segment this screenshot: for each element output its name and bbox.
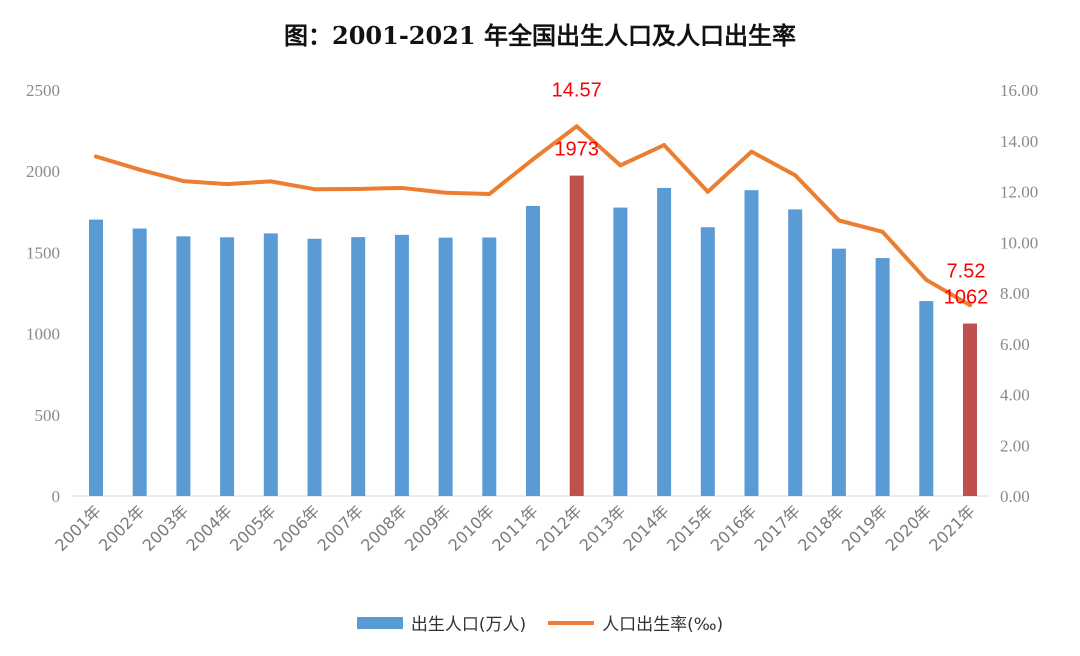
bar [788, 209, 803, 496]
line-point [487, 192, 492, 197]
x-tick: 2013年 [576, 501, 630, 555]
x-tick: 2007年 [313, 501, 367, 555]
data-label: 14.57 [552, 79, 602, 101]
line-point [574, 124, 579, 129]
line-point [705, 189, 710, 194]
data-label: 1973 [554, 139, 599, 161]
y-left-tick: 1500 [26, 243, 60, 262]
x-tick: 2003年 [139, 501, 193, 555]
x-tick: 2001年 [51, 501, 105, 555]
legend-item-birth-rate[interactable]: 人口出生率(‰) [548, 610, 723, 635]
y-right-tick: 16.00 [1000, 81, 1038, 100]
y-right-tick: 0.00 [1000, 487, 1030, 506]
y-left-tick: 1000 [26, 325, 60, 344]
data-label: 7.52 [947, 261, 986, 283]
x-tick: 2002年 [95, 501, 149, 555]
y-right-tick: 6.00 [1000, 335, 1030, 354]
line-point [924, 277, 929, 282]
y-right-tick: 14.00 [1000, 132, 1038, 151]
x-tick: 2018年 [794, 501, 848, 555]
y-left-tick: 0 [52, 487, 61, 506]
line-point [968, 303, 972, 308]
legend-swatch-bar [356, 616, 403, 629]
chart-title: 图：2001-2021 年全国出生人口及人口出生率 [284, 21, 796, 50]
bar [351, 237, 366, 496]
bar [438, 237, 453, 497]
legend-item-births[interactable]: 出生人口(万人) [356, 610, 527, 635]
line-point [225, 182, 230, 187]
x-tick: 2006年 [270, 501, 324, 555]
line-point [836, 218, 841, 223]
line-point [94, 154, 98, 159]
y-right-tick: 12.00 [1000, 183, 1038, 202]
x-tick: 2019年 [838, 501, 892, 555]
x-tick: 2014年 [619, 501, 673, 555]
bar [963, 323, 977, 496]
bar [657, 187, 672, 497]
x-tick: 2020年 [882, 501, 936, 555]
bar [132, 228, 147, 496]
bar [569, 175, 584, 497]
bar [613, 207, 628, 496]
line-point [662, 143, 667, 148]
bar [744, 190, 759, 496]
x-tick: 2017年 [750, 501, 804, 555]
y-left-tick: 2500 [26, 81, 60, 100]
y-right-tick: 2.00 [1000, 436, 1030, 455]
bar [831, 248, 846, 496]
bar [700, 227, 715, 496]
bar [482, 237, 497, 496]
legend-label: 人口出生率(‰) [602, 615, 724, 635]
bar [307, 238, 322, 496]
bar [875, 258, 890, 496]
line-point [618, 163, 623, 168]
y-left-tick: 2000 [26, 162, 60, 181]
line-point [749, 149, 754, 154]
x-tick: 2009年 [401, 501, 455, 555]
line-point [181, 179, 186, 184]
x-tick: 2015年 [663, 501, 717, 555]
bar [919, 301, 934, 496]
line-point [443, 190, 448, 195]
legend-swatch-line [548, 620, 595, 625]
y-right-tick: 8.00 [1000, 284, 1030, 303]
x-tick: 2004年 [182, 501, 236, 555]
line-point [137, 167, 142, 172]
line-point [268, 179, 273, 184]
bar [220, 237, 235, 496]
bar [89, 219, 103, 496]
line-point [356, 186, 361, 191]
bar [526, 205, 540, 496]
legend: 出生人口(万人) 人口出生率(‰) [0, 610, 1080, 635]
y-left-tick: 500 [35, 406, 61, 425]
line-point [880, 229, 885, 234]
line-point [312, 187, 317, 192]
data-label: 1062 [944, 287, 989, 309]
bar [394, 234, 409, 497]
legend-label: 出生人口(万人) [410, 615, 527, 635]
bar [263, 233, 278, 496]
x-tick: 2005年 [226, 501, 280, 555]
y-right-tick: 4.00 [1000, 386, 1030, 405]
x-tick: 2021年 [925, 501, 979, 555]
x-tick: 2012年 [532, 501, 586, 555]
line-point [531, 157, 535, 162]
bar [176, 236, 191, 497]
y-right-tick: 10.00 [1000, 233, 1038, 252]
line-point [399, 185, 404, 190]
line-point [793, 173, 798, 178]
x-tick: 2010年 [445, 501, 499, 555]
x-tick: 2008年 [357, 501, 411, 555]
x-tick: 2011年 [488, 501, 542, 555]
x-tick: 2016年 [707, 501, 761, 555]
